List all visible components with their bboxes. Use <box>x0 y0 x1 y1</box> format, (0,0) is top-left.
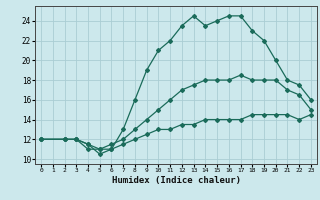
X-axis label: Humidex (Indice chaleur): Humidex (Indice chaleur) <box>111 176 241 185</box>
